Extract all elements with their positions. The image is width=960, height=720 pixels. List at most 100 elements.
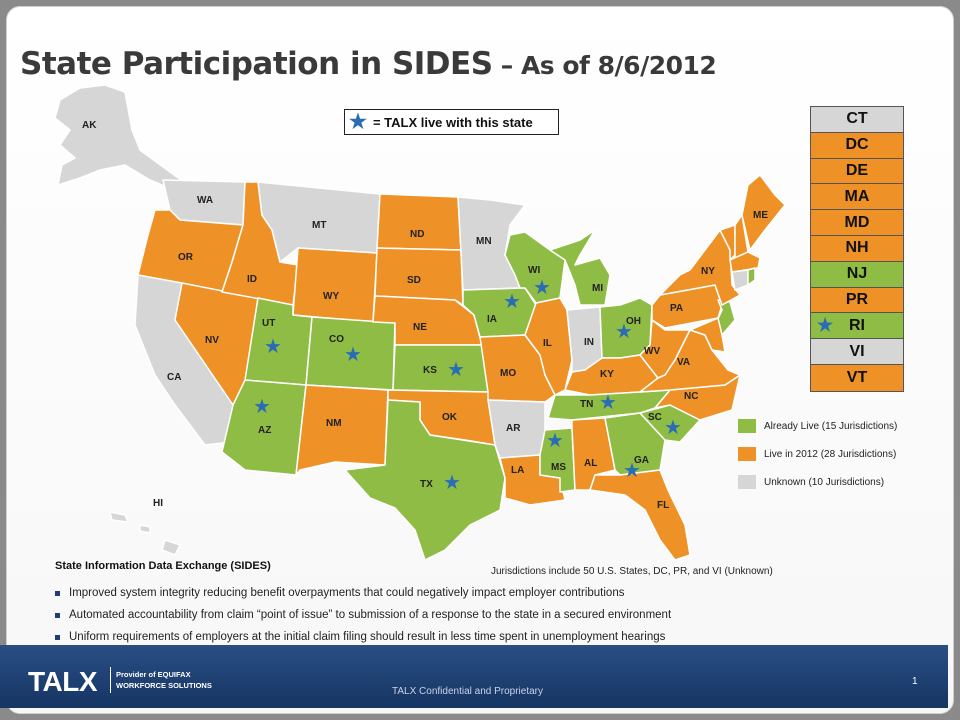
star-ut: ★ (264, 334, 282, 358)
label-va: VA (677, 357, 690, 368)
page-title: State Participation in SIDES – As of 8/6… (20, 46, 717, 82)
state-ma (729, 251, 761, 273)
jurisdiction-code: DE (845, 161, 869, 179)
state-ct (731, 269, 749, 291)
jurisdiction-row-dc: DC (811, 132, 903, 159)
jurisdiction-row-pr: PR (811, 287, 903, 314)
label-or: OR (178, 252, 194, 263)
label-oh: OH (626, 316, 641, 327)
label-ky: KY (600, 369, 614, 380)
provider-text: Provider of EQUIFAX WORKFORCE SOLUTIONS (116, 669, 212, 691)
legend-label: Already Live (15 Jurisdictions) (764, 420, 898, 432)
legend-item: Already Live (15 Jurisdictions) (738, 412, 897, 440)
label-il: IL (543, 338, 552, 349)
bullet-item: Uniform requirements of employers at the… (55, 626, 671, 648)
state-va (639, 329, 741, 393)
label-wy: WY (323, 291, 339, 302)
label-ar: AR (506, 423, 521, 434)
state-fl (589, 469, 691, 561)
star-ks: ★ (447, 357, 465, 381)
state-il (524, 297, 573, 396)
legend-item: Live in 2012 (28 Jurisdictions) (738, 440, 897, 468)
jurisdictions-note: Jurisdictions include 50 U.S. States, DC… (491, 566, 773, 577)
jurisdiction-row-ri: ★ RI (811, 313, 903, 340)
jurisdiction-code: MD (844, 213, 870, 231)
state-me (741, 174, 786, 251)
state-wy (292, 247, 378, 323)
label-id: ID (247, 274, 257, 285)
jurisdiction-code: RI (849, 316, 865, 334)
jurisdiction-code: NH (845, 239, 869, 257)
status-legend: Already Live (15 Jurisdictions) Live in 2… (738, 412, 897, 496)
jurisdiction-row-ct: CT (811, 107, 903, 133)
star-ia: ★ (503, 289, 521, 313)
label-sc: SC (648, 412, 662, 423)
star-ms: ★ (546, 428, 564, 452)
legend-label: Live in 2012 (28 Jurisdictions) (764, 448, 897, 460)
state-mi (549, 229, 611, 306)
jurisdiction-code: DC (845, 136, 869, 154)
star-ga: ★ (623, 458, 641, 482)
jurisdiction-code: CT (846, 110, 868, 128)
label-tx: TX (420, 479, 433, 490)
label-wa: WA (197, 195, 213, 206)
talx-logo: TALX (28, 666, 98, 697)
star-tx: ★ (443, 470, 461, 494)
jurisdiction-code: VI (849, 342, 865, 360)
label-ne: NE (413, 322, 427, 333)
jurisdiction-row-ma: MA (811, 184, 903, 211)
jurisdiction-row-nj: NJ (811, 261, 903, 288)
label-ia: IA (487, 314, 497, 325)
jurisdiction-row-vt: VT (811, 364, 903, 391)
state-ak (54, 84, 196, 196)
label-ks: KS (423, 365, 437, 376)
label-hi: HI (153, 498, 163, 509)
label-ok: OK (442, 412, 458, 423)
label-mt: MT (312, 220, 326, 231)
legend-label: Unknown (10 Jurisdictions) (764, 476, 885, 488)
jurisdiction-row-vi: VI (811, 339, 903, 365)
star-az: ★ (253, 394, 271, 418)
bullet-item: Improved system integrity reducing benef… (55, 582, 671, 604)
label-fl: FL (657, 500, 669, 511)
jurisdiction-row-nh: NH (811, 235, 903, 262)
provider-line-2: WORKFORCE SOLUTIONS (116, 681, 212, 690)
jurisdiction-code: PR (845, 290, 869, 308)
legend-item: Unknown (10 Jurisdictions) (738, 468, 897, 496)
star-co: ★ (344, 342, 362, 366)
label-co: CO (329, 334, 344, 345)
label-ny: NY (701, 266, 715, 277)
state-nd (376, 193, 462, 251)
page-number: 1 (912, 676, 918, 687)
label-tn: TN (580, 399, 593, 410)
star-wi: ★ (533, 275, 551, 299)
label-nv: NV (205, 335, 219, 346)
star-oh: ★ (615, 319, 633, 343)
label-ga: GA (634, 455, 649, 466)
label-sd: SD (407, 275, 421, 286)
label-mn: MN (476, 236, 492, 247)
state-hi (109, 511, 181, 556)
label-la: LA (511, 465, 524, 476)
label-az: AZ (258, 425, 271, 436)
label-ms: MS (551, 462, 566, 473)
jurisdiction-row-de: DE (811, 158, 903, 185)
star-icon: ★ (349, 111, 367, 133)
label-mo: MO (500, 368, 516, 379)
label-wv: WV (644, 346, 660, 357)
jurisdiction-code: NJ (846, 265, 868, 283)
legend-swatch (738, 419, 756, 433)
label-nc: NC (684, 391, 698, 402)
label-ca: CA (167, 372, 181, 383)
label-me: ME (753, 210, 768, 221)
star-tn: ★ (599, 390, 617, 414)
jurisdiction-row-md: MD (811, 210, 903, 236)
talx-live-legend: ★ = TALX live with this state (344, 109, 559, 135)
provider-line-1: Provider of EQUIFAX (116, 670, 191, 679)
state-nm (295, 384, 389, 476)
label-al: AL (584, 458, 597, 469)
state-tx (344, 399, 506, 561)
sides-bullets: Improved system integrity reducing benef… (55, 582, 671, 648)
label-nd: ND (410, 229, 424, 240)
